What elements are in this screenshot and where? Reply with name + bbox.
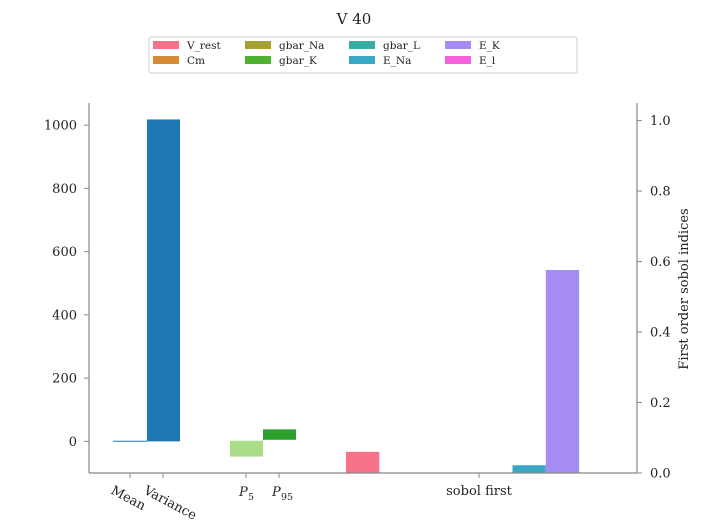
x-tick-subscript: 95 [281, 492, 293, 503]
right-tick-label: 0.2 [650, 396, 671, 411]
right-tick-label: 0.8 [650, 185, 671, 200]
legend-label: Cm [187, 55, 205, 67]
x-tick-label: P [271, 485, 281, 500]
x-tick-label: Mean [108, 483, 148, 514]
left-tick-label: 200 [52, 372, 77, 387]
legend-swatch [153, 56, 179, 64]
legend-label: E_l [479, 55, 496, 67]
legend-label: gbar_Na [279, 40, 324, 52]
bar-variance [147, 119, 180, 442]
x-tick-label: P [238, 485, 248, 500]
legend-swatch [349, 41, 375, 49]
legend-label: E_K [479, 40, 500, 52]
chart-title: V 40 [336, 10, 372, 28]
legend-swatch [349, 56, 375, 64]
left-tick-label: 800 [52, 182, 77, 197]
right-tick-label: 1.0 [650, 114, 671, 129]
legend-label: V_rest [186, 40, 221, 52]
right-tick-label: 0.6 [650, 255, 671, 270]
left-tick-label: 600 [52, 245, 77, 260]
legend-label: gbar_L [383, 40, 420, 52]
legend-swatch [445, 41, 471, 49]
legend-swatch [245, 56, 271, 64]
legend-label: gbar_K [279, 55, 317, 67]
right-tick-label: 0.0 [650, 467, 671, 482]
right-tick-label: 0.4 [650, 326, 671, 341]
sobol-bar-e-k [545, 270, 580, 473]
x-tick-label: Variance [140, 483, 199, 524]
right-axis-label: First order sobol indices [677, 208, 692, 369]
sobol-bar-v-rest [346, 451, 380, 473]
x-tick-label: sobol first [446, 484, 512, 499]
bar-p95 [263, 429, 296, 440]
legend-swatch [445, 56, 471, 64]
x-tick-subscript: 5 [248, 492, 254, 503]
legend-swatch [245, 41, 271, 49]
sobol-bar-e-na [512, 465, 546, 473]
plot-area [113, 119, 580, 473]
left-tick-label: 0 [69, 435, 77, 450]
legend: V_rest Cm gbar_Na gbar_K gbar_L E_Na E_K E_l [148, 36, 578, 74]
legend-label: E_Na [383, 55, 411, 67]
left-tick-label: 400 [52, 308, 77, 323]
legend-swatch [153, 41, 179, 49]
bar-p5 [230, 440, 263, 457]
bar-mean [113, 440, 147, 442]
left-tick-label: 1000 [44, 119, 77, 134]
